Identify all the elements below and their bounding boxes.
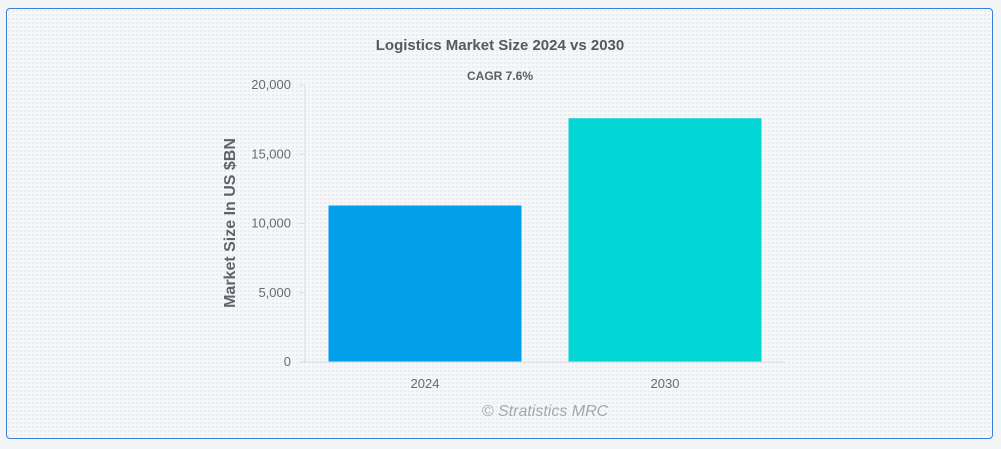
y-axis-label: Market Size In US $BN xyxy=(222,138,239,308)
y-tick-label: 0 xyxy=(284,354,291,369)
bar-2030 xyxy=(568,118,762,363)
y-axis: 0 5,000 10,000 15,000 20,000 xyxy=(251,77,306,369)
chart-title: Logistics Market Size 2024 vs 2030 xyxy=(376,37,624,54)
y-tick-label: 10,000 xyxy=(251,216,291,231)
y-tick-label: 5,000 xyxy=(258,285,291,300)
y-tick-label: 15,000 xyxy=(251,146,291,161)
watermark: © Stratistics MRC xyxy=(482,403,609,420)
bar-2024 xyxy=(328,205,522,362)
bars xyxy=(328,118,762,363)
y-tick-label: 20,000 xyxy=(251,77,291,92)
chart-subtitle: CAGR 7.6% xyxy=(467,69,533,83)
x-tick-label: 2024 xyxy=(411,376,440,391)
x-axis: 2024 2030 xyxy=(305,361,785,391)
x-tick-label: 2030 xyxy=(651,376,680,391)
